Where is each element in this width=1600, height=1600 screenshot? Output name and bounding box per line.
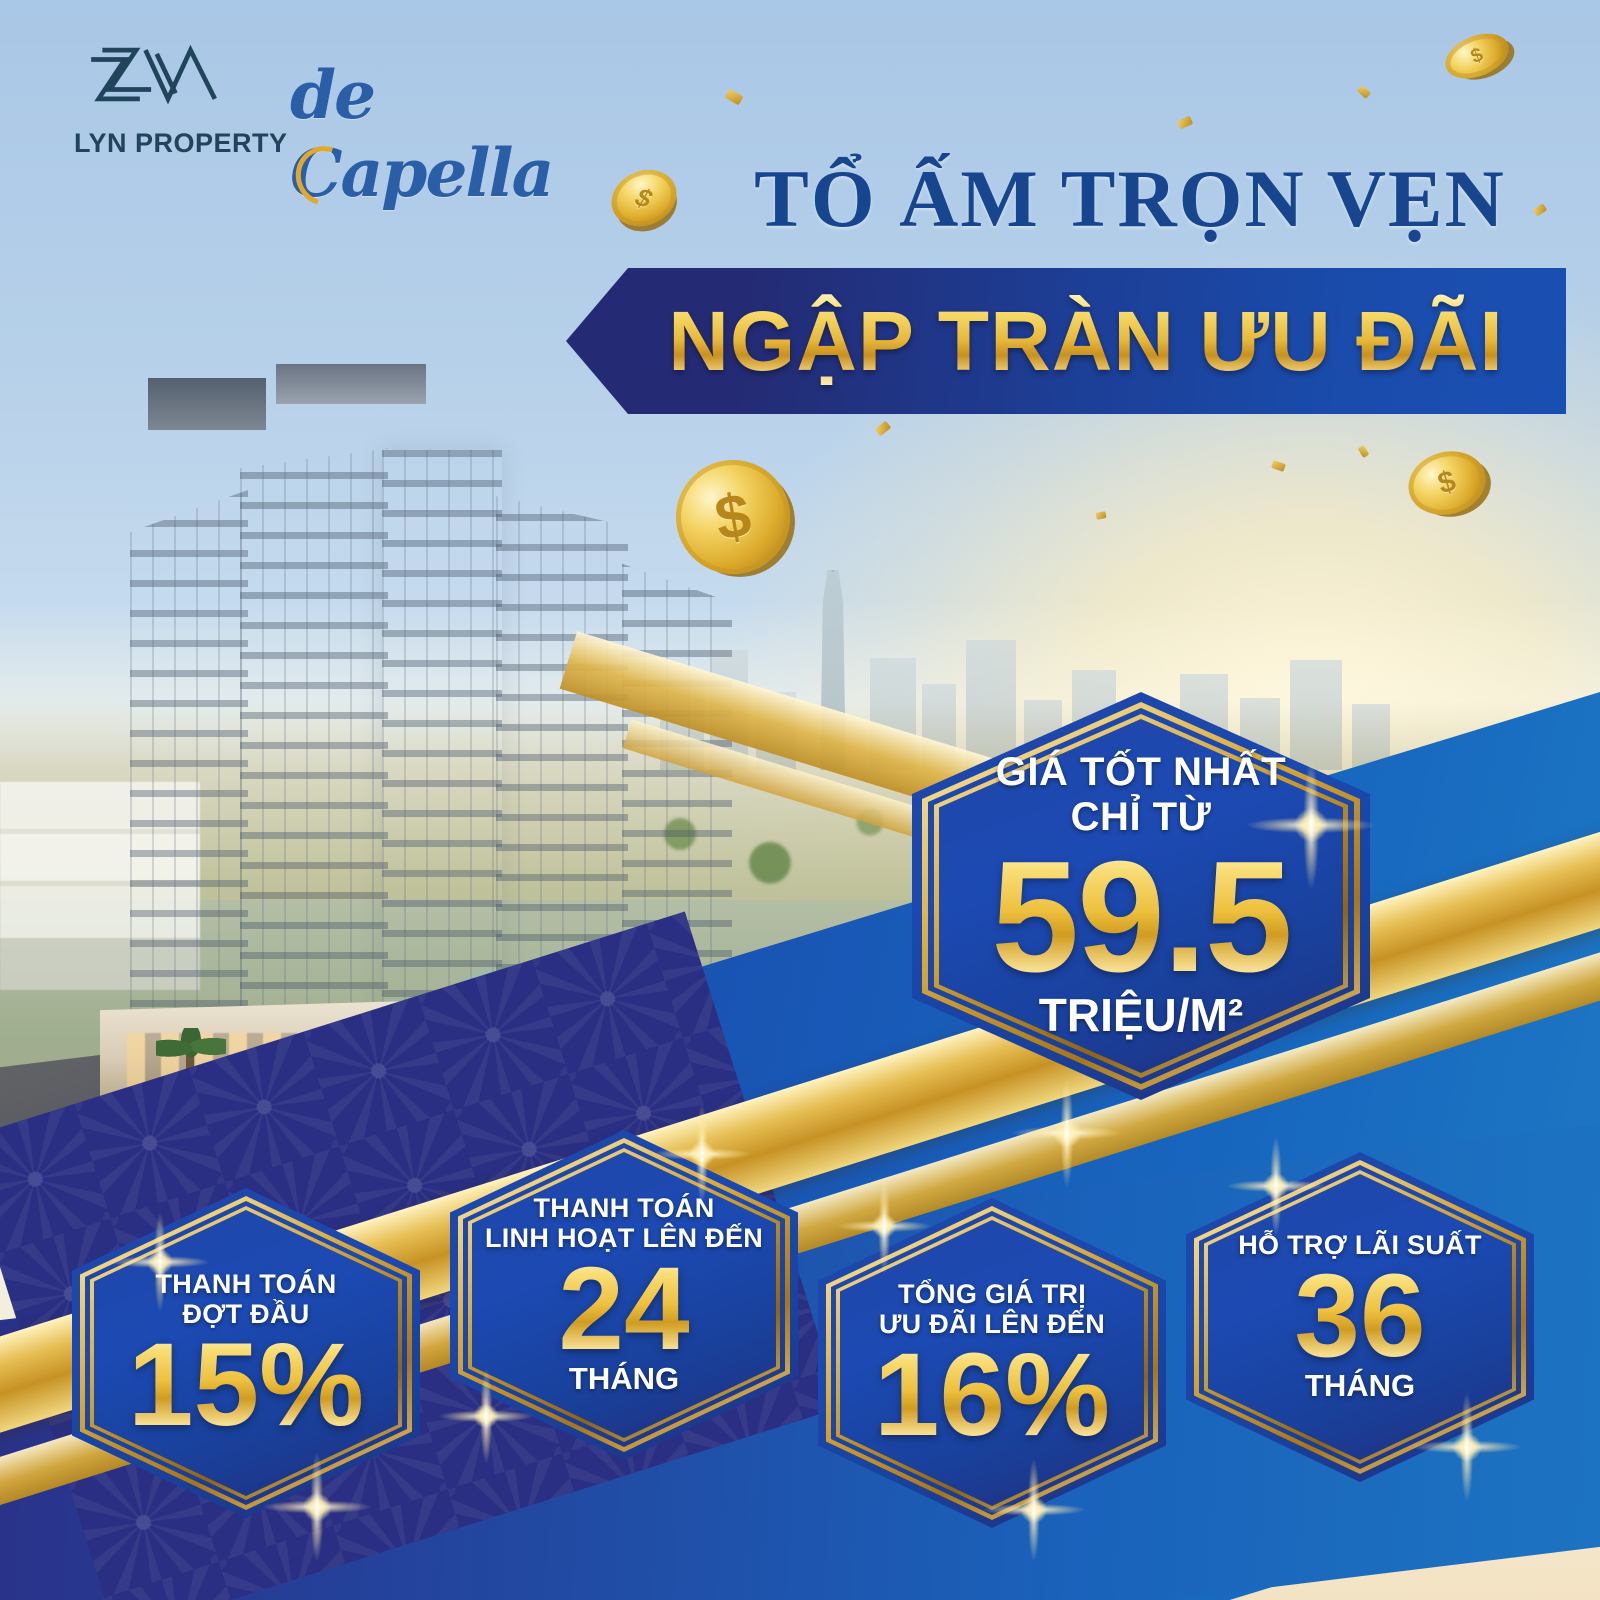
tower-slab xyxy=(240,448,388,1090)
low-rise-buildings xyxy=(0,730,200,990)
tower-slab xyxy=(130,490,248,1090)
company-name: LYN PROPERTY xyxy=(74,128,288,158)
offer-label-line-1: THANH TOÁN xyxy=(155,1268,337,1299)
offer-value: 24 xyxy=(485,1250,763,1368)
rooftop-structure xyxy=(148,378,266,430)
lyn-monogram-icon xyxy=(78,44,228,120)
offer-value: 16% xyxy=(873,1329,1111,1462)
offer-value: 36 xyxy=(1238,1257,1482,1375)
logo-group: LYN PROPERTY de Capella xyxy=(48,42,608,212)
project-logo-wordmark: de Capella xyxy=(290,56,608,212)
price-label-line-1: GIÁ TỐT NHẤT xyxy=(995,750,1287,795)
price-value: 59.5 xyxy=(991,828,1293,1005)
rooftop-structure xyxy=(276,364,426,404)
headline-line-2: NGẬP TRÀN ƯU ĐÃI xyxy=(628,293,1504,390)
project-name-text: de Capella xyxy=(290,56,554,212)
offer-label-line-1: THANH TOÁN xyxy=(533,1192,715,1223)
offer-label-line-1: TỔNG GIÁ TRỊ xyxy=(897,1278,1087,1309)
headline-banner: NGẬP TRÀN ƯU ĐÃI xyxy=(566,268,1566,414)
headline-line-1: TỔ ẤM TRỌN VẸN xyxy=(754,153,1506,244)
offer-value: 15% xyxy=(127,1319,365,1452)
